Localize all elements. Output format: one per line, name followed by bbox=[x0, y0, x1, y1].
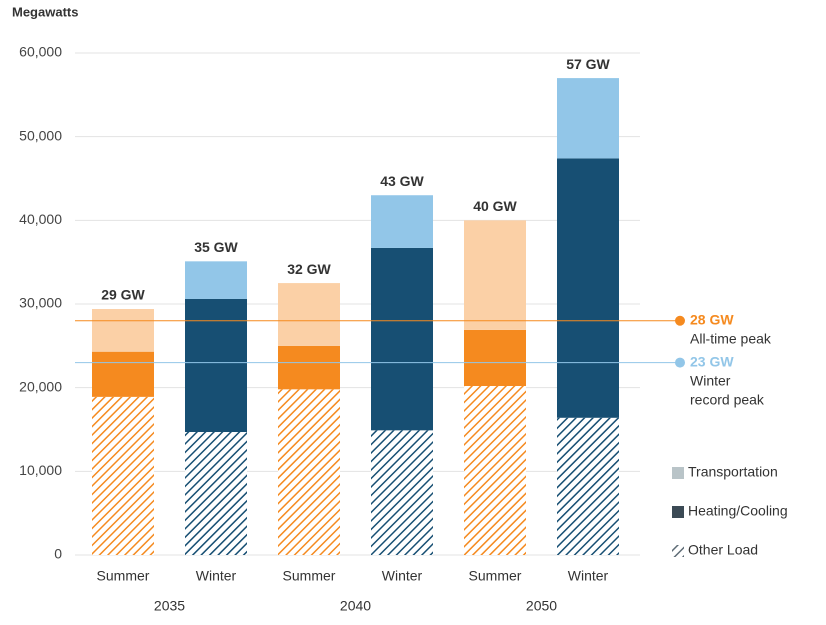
bar-segment bbox=[557, 158, 619, 418]
reference-text: record peak bbox=[690, 391, 765, 407]
bar-segment bbox=[464, 385, 526, 555]
y-tick-label: 50,000 bbox=[19, 127, 62, 143]
reference-dot bbox=[675, 315, 685, 326]
group-label: 2035 bbox=[154, 598, 185, 614]
bar-segment bbox=[464, 220, 526, 330]
bar-segment bbox=[278, 283, 340, 346]
y-axis-title: Megawatts bbox=[12, 4, 78, 19]
reference-text: All-time peak bbox=[690, 330, 772, 346]
legend-label: Transportation bbox=[688, 464, 778, 480]
legend-label: Other Load bbox=[688, 542, 758, 558]
bar-segment bbox=[371, 247, 433, 431]
x-tick-label: Winter bbox=[568, 568, 609, 584]
y-tick-label: 20,000 bbox=[19, 378, 62, 394]
legend-swatch bbox=[672, 467, 684, 479]
bar-segment bbox=[185, 298, 247, 433]
x-tick-label: Winter bbox=[196, 568, 237, 584]
bar-segment bbox=[278, 389, 340, 555]
bar-segment bbox=[278, 345, 340, 390]
y-tick-label: 60,000 bbox=[19, 44, 62, 60]
reference-label: 28 GW bbox=[690, 311, 734, 327]
bar-segment bbox=[185, 432, 247, 555]
total-label: 57 GW bbox=[566, 56, 610, 72]
legend-label: Heating/Cooling bbox=[688, 503, 788, 519]
y-tick-label: 10,000 bbox=[19, 462, 62, 478]
total-label: 43 GW bbox=[380, 173, 424, 189]
x-tick-label: Summer bbox=[469, 568, 522, 584]
x-tick-label: Summer bbox=[283, 568, 336, 584]
legend-swatch bbox=[672, 506, 684, 518]
y-tick-label: 40,000 bbox=[19, 211, 62, 227]
total-label: 32 GW bbox=[287, 261, 331, 277]
bar-segment bbox=[92, 309, 154, 352]
bar-segment bbox=[185, 261, 247, 299]
bar-segment bbox=[371, 430, 433, 555]
total-label: 29 GW bbox=[101, 287, 145, 303]
bar-segment bbox=[92, 396, 154, 555]
reference-text: Winter bbox=[690, 372, 731, 388]
reference-label: 23 GW bbox=[690, 353, 734, 369]
legend-swatch bbox=[672, 545, 684, 557]
total-label: 40 GW bbox=[473, 198, 517, 214]
y-tick-label: 0 bbox=[54, 546, 62, 562]
x-tick-label: Winter bbox=[382, 568, 423, 584]
y-tick-label: 30,000 bbox=[19, 295, 62, 311]
total-label: 35 GW bbox=[194, 239, 238, 255]
bar-segment bbox=[557, 78, 619, 159]
bar-segment bbox=[92, 351, 154, 397]
x-tick-label: Summer bbox=[97, 568, 150, 584]
group-label: 2040 bbox=[340, 598, 371, 614]
group-label: 2050 bbox=[526, 598, 557, 614]
bar-segment bbox=[371, 195, 433, 248]
bar-segment bbox=[464, 329, 526, 386]
bar-segment bbox=[557, 417, 619, 555]
reference-dot bbox=[675, 357, 685, 368]
